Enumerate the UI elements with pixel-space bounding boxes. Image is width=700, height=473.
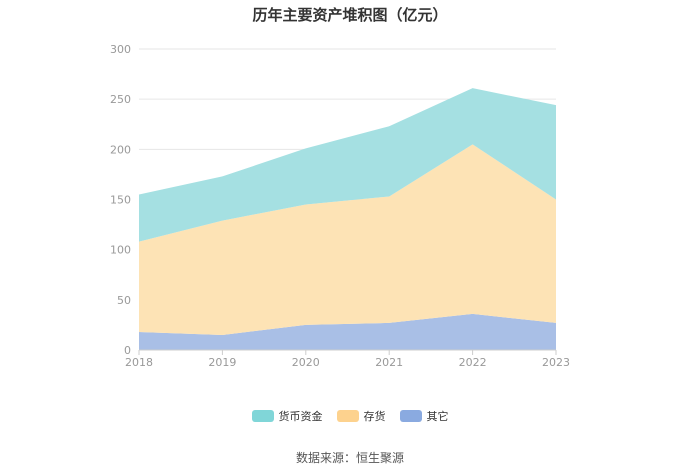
chart-title: 历年主要资产堆积图（亿元） [252, 6, 448, 24]
legend-label-cash: 货币资金 [278, 410, 323, 423]
legend-item-other[interactable]: 其它 [399, 408, 449, 424]
y-tick-label: 50 [117, 294, 131, 307]
x-tick-label: 2019 [208, 356, 236, 369]
x-tick-label: 2023 [542, 356, 570, 369]
x-tick-label: 2018 [125, 356, 153, 369]
area-series-2 [139, 88, 556, 242]
legend-label-other: 其它 [426, 410, 449, 423]
y-tick-label: 200 [110, 143, 131, 156]
legend-item-cash[interactable]: 货币资金 [251, 408, 323, 424]
legend-swatch-inventory [336, 410, 359, 422]
y-tick-label: 100 [110, 244, 131, 257]
x-tick-label: 2021 [375, 356, 403, 369]
x-tick-label: 2020 [292, 356, 320, 369]
legend-item-inventory[interactable]: 存货 [336, 408, 386, 424]
stacked-area-chart: 0 50 100 150 200 250 300 2018 2019 2020 2021 2022 20… [110, 43, 570, 369]
legend-label-inventory: 存货 [363, 410, 386, 423]
y-tick-label: 250 [110, 93, 131, 106]
data-source: 数据来源：恒生聚源 [295, 451, 404, 465]
legend: 货币资金 存货 其它 [0, 408, 700, 424]
y-tick-label: 150 [110, 194, 131, 207]
x-tick-label: 2022 [459, 356, 487, 369]
area-series-1 [139, 144, 556, 335]
legend-swatch-cash [251, 410, 274, 422]
y-tick-label: 0 [124, 344, 131, 357]
legend-swatch-other [399, 410, 422, 422]
y-tick-label: 300 [110, 43, 131, 56]
area-series-0 [139, 313, 556, 350]
